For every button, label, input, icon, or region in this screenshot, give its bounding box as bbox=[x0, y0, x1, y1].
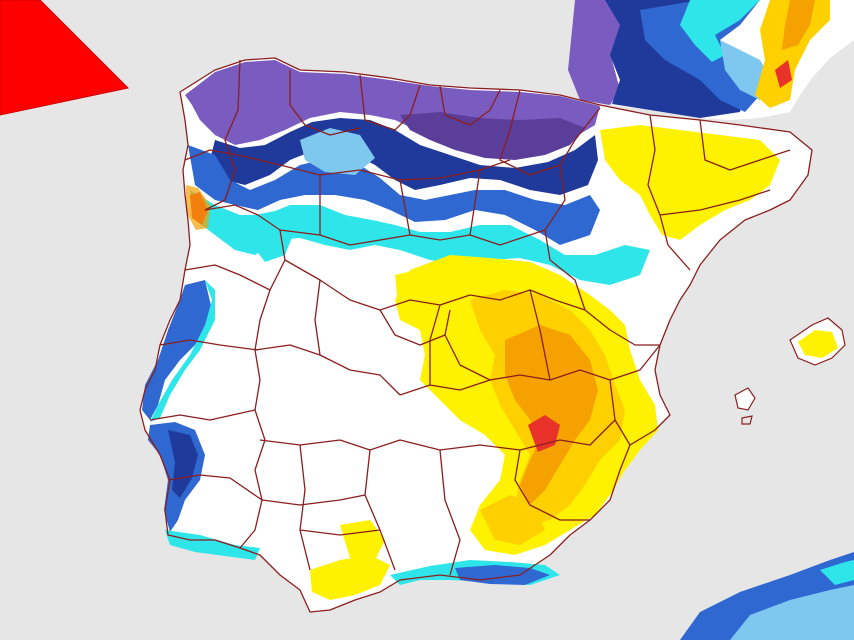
border-andalucia-inner-2 bbox=[364, 449, 396, 571]
border-castilla-lamancha-inner-2 bbox=[529, 289, 551, 381]
france-coast bbox=[568, 0, 854, 120]
wind-arrow-icon bbox=[0, 0, 130, 116]
north-blue-band bbox=[188, 145, 600, 245]
lisbon-navy-zone bbox=[168, 430, 198, 498]
north-cyan-band bbox=[190, 190, 650, 285]
north-purple-dark-band bbox=[400, 112, 585, 160]
border-andalucia-inner-4 bbox=[261, 494, 366, 506]
border-andalucia-inner-3 bbox=[439, 449, 461, 576]
northeast-yellow-zone bbox=[600, 125, 780, 240]
ibiza-outline bbox=[734, 387, 756, 411]
algarve-cyan-strip bbox=[165, 530, 260, 560]
balearic-islands bbox=[734, 317, 846, 425]
africa-lightblue-zone bbox=[730, 585, 854, 640]
border-portugal-inner-3 bbox=[149, 409, 256, 421]
border-galicia bbox=[204, 59, 241, 211]
border-catalonia-inner bbox=[659, 189, 771, 216]
iberian-peninsula bbox=[140, 58, 812, 612]
wind-arrow bbox=[0, 0, 130, 116]
cantabria-lightblue-patch bbox=[300, 128, 375, 175]
mallorca-outline bbox=[789, 317, 846, 366]
border-madrid bbox=[379, 309, 451, 346]
border-cantabria bbox=[359, 74, 421, 131]
border-castilla-leon-north bbox=[237, 154, 511, 181]
border-andalucia-inner-5 bbox=[299, 529, 381, 536]
mallorca-warm-zone bbox=[798, 330, 838, 358]
france-red-spot bbox=[775, 60, 792, 88]
border-central-inner-2 bbox=[429, 304, 441, 385]
border-galicia-inner bbox=[184, 149, 239, 161]
border-valencia bbox=[584, 309, 660, 346]
border-castilla-leon-inner-3 bbox=[469, 169, 481, 236]
border-aragon-west bbox=[544, 164, 586, 311]
france-cyan-zone bbox=[680, 0, 760, 62]
formentera-island bbox=[741, 415, 753, 425]
sierra-yellow-zone bbox=[340, 520, 385, 560]
france-yellow-zone bbox=[755, 0, 830, 108]
galicia-orange-spot bbox=[186, 185, 210, 230]
andalucia-yellow-zone bbox=[310, 555, 390, 600]
border-aragon-east bbox=[647, 114, 691, 271]
portugal-blue-strip bbox=[142, 280, 212, 420]
border-extremadura bbox=[254, 344, 401, 396]
interior-orange-zone bbox=[505, 325, 598, 505]
almeria-yellow-zone bbox=[480, 495, 545, 545]
border-catalonia-inner-2 bbox=[699, 119, 791, 171]
border-asturias bbox=[289, 70, 361, 136]
ibiza-island bbox=[735, 388, 755, 410]
madrid-yellow-zone bbox=[395, 268, 445, 318]
france-blue-zone bbox=[640, 0, 760, 112]
north-africa-coast bbox=[680, 552, 854, 640]
galicia-cyan-patch bbox=[252, 210, 295, 262]
france-orange-zone bbox=[782, 0, 815, 50]
border-andalucia-inner-1 bbox=[299, 444, 311, 571]
border-murcia bbox=[514, 449, 590, 521]
africa-cyan-zone bbox=[820, 560, 854, 585]
province-borders bbox=[139, 57, 813, 613]
border-castilla-leon-inner-2 bbox=[399, 179, 411, 236]
border-portugal-inner-2 bbox=[159, 339, 259, 351]
border-castilla-lamancha bbox=[399, 344, 661, 396]
border-navarra bbox=[499, 89, 601, 176]
murcia-red-spot bbox=[528, 415, 560, 452]
border-portugal-inner-4 bbox=[167, 474, 263, 501]
peninsula-outline bbox=[139, 57, 813, 613]
border-central-inner bbox=[314, 279, 321, 356]
border-castilla-lamancha-inner bbox=[444, 334, 491, 381]
border-basque bbox=[439, 85, 501, 126]
border-portugal-inner-1 bbox=[184, 264, 271, 291]
